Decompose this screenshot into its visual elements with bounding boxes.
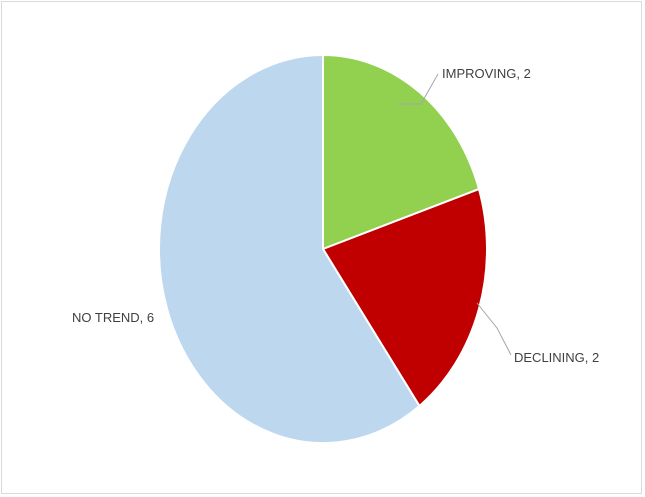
pie-slice-no-trend: [158, 53, 421, 444]
data-labels: IMPROVING, 2 DECLINING, 2 NO TREND, 6: [72, 66, 599, 365]
leader-lines: [398, 73, 512, 356]
leader-line-declining: [476, 302, 512, 356]
data-label-improving: IMPROVING, 2: [442, 66, 531, 81]
data-label-declining: DECLINING, 2: [514, 350, 599, 365]
leader-line-improving: [398, 73, 439, 105]
pie-slice-improving: [322, 53, 481, 251]
pie-slices: [158, 53, 488, 444]
pie-slice-declining: [321, 187, 488, 408]
data-label-no-trend: NO TREND, 6: [72, 310, 154, 325]
